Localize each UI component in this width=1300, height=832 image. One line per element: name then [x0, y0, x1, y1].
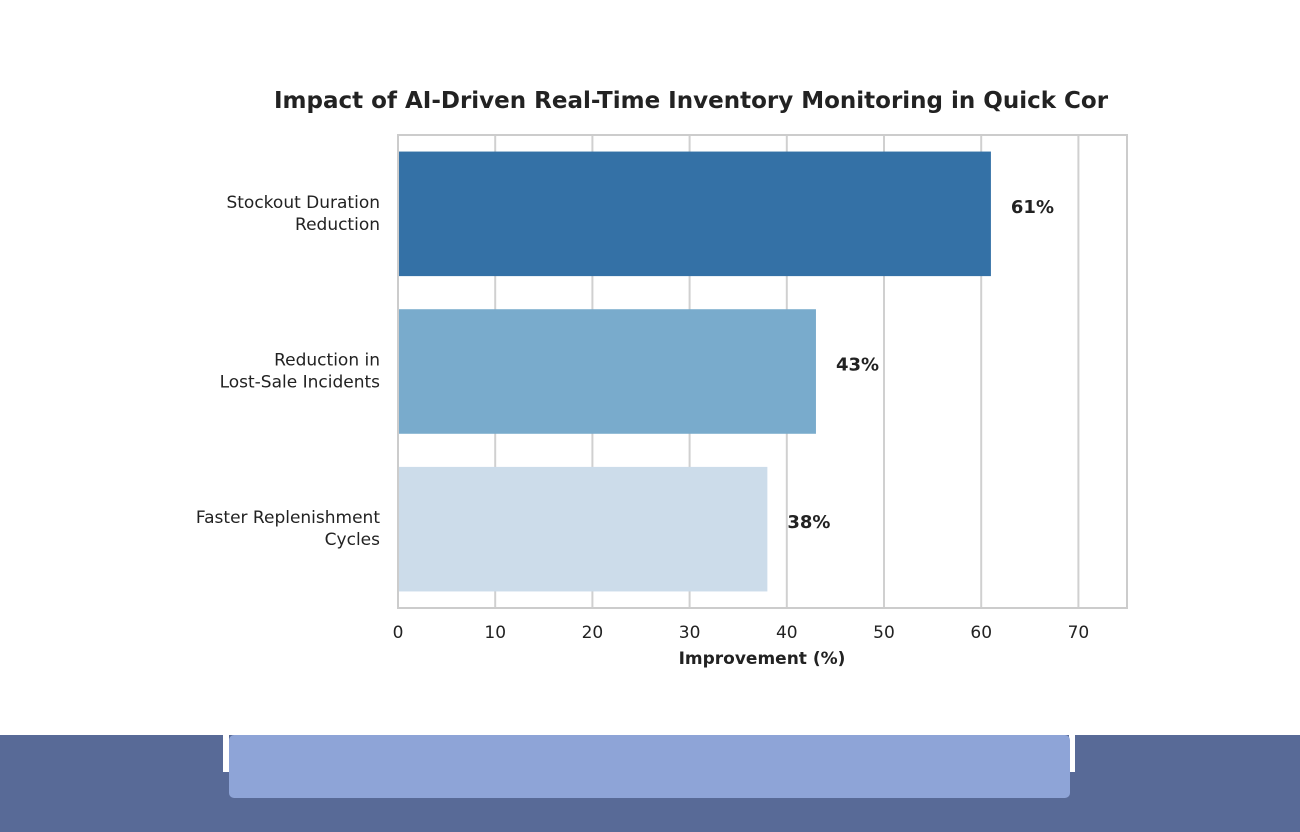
- x-axis-label: Improvement (%): [679, 649, 846, 669]
- footer-center-panel: [229, 735, 1070, 798]
- footer-gap-left: [223, 735, 229, 772]
- footer-left-tab: [0, 735, 223, 772]
- x-tick-label: 10: [484, 623, 506, 643]
- x-tick-label: 50: [873, 623, 895, 643]
- footer-right-tab: [1075, 735, 1300, 772]
- y-category-labels: Stockout Duration Reduction Reduction in Lo…: [196, 193, 380, 550]
- category-label: Reduction in Lost-Sale Incidents: [220, 351, 381, 393]
- footer-gap-right: [1069, 735, 1075, 772]
- x-tick-label: 20: [582, 623, 604, 643]
- x-tick-label: 70: [1068, 623, 1090, 643]
- x-tick-label: 40: [776, 623, 798, 643]
- bar-chart: 0 10 20 30 40 50 60 70 Stockout Duration Reducti…: [196, 88, 1128, 669]
- bar-value-label: 43%: [836, 355, 879, 376]
- category-label: Stockout Duration Reduction: [226, 193, 380, 235]
- plot-frame: [397, 134, 1128, 609]
- x-tick-label: 30: [679, 623, 701, 643]
- x-tick-label: 60: [970, 623, 992, 643]
- bars-layer: [398, 151, 991, 592]
- x-tick-label: 0: [393, 623, 404, 643]
- bar-value-label: 38%: [787, 512, 830, 533]
- bar-value-labels: 61% 43% 38%: [787, 197, 1054, 533]
- bar-value-label: 61%: [1011, 197, 1054, 218]
- bar-3: [398, 466, 768, 592]
- bar-2: [398, 309, 816, 434]
- chart-title: Impact of AI-Driven Real-Time Inventory …: [274, 88, 1109, 114]
- bar-1: [398, 151, 991, 277]
- x-tick-labels: 0 10 20 30 40 50 60 70: [393, 623, 1090, 643]
- category-label: Faster Replenishment Cycles: [196, 508, 380, 550]
